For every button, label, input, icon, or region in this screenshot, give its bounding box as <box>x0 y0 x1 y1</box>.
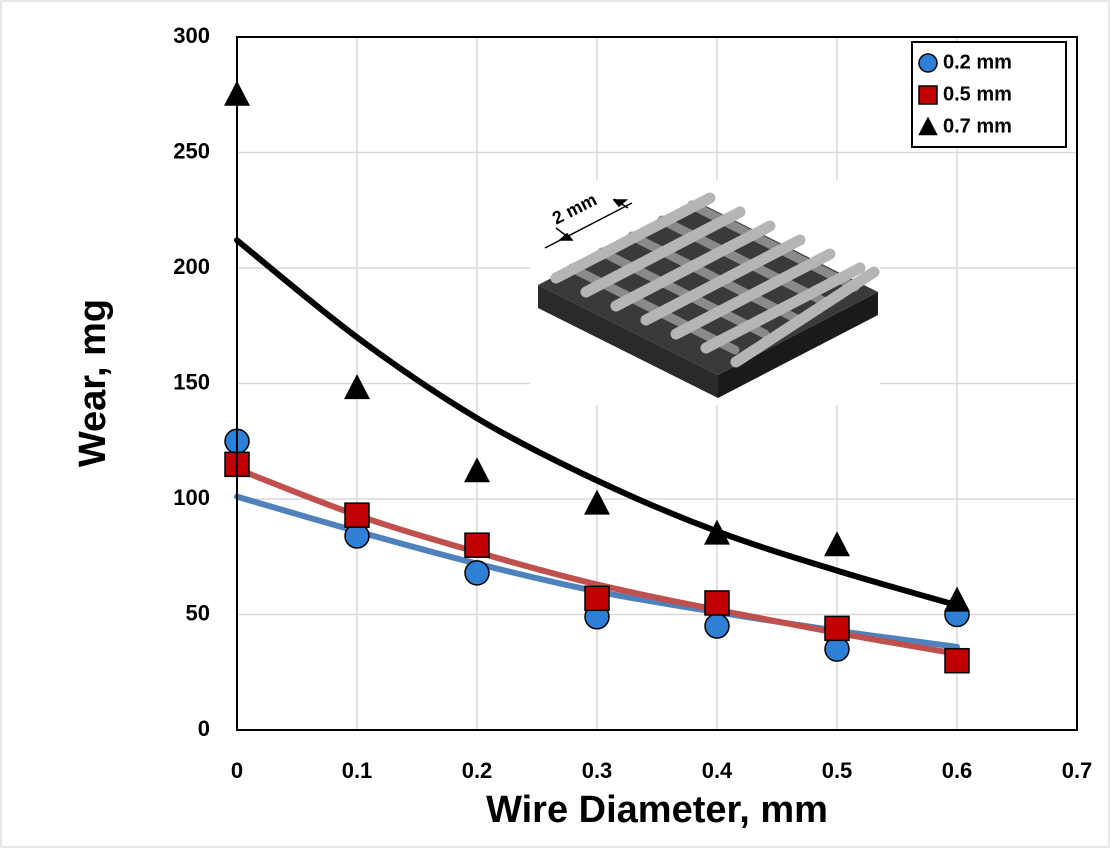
y-axis-title: Wear, mg <box>72 299 114 467</box>
point <box>464 532 490 558</box>
x-tick-label: 0 <box>231 758 243 783</box>
y-tick-label: 300 <box>173 23 210 48</box>
point <box>584 489 610 515</box>
y-tick-label: 150 <box>173 369 210 394</box>
slab-side <box>718 292 878 398</box>
point <box>344 502 370 528</box>
slab-front <box>538 285 718 398</box>
x-tick-label: 0.6 <box>942 758 973 783</box>
point <box>944 647 970 674</box>
point <box>824 531 850 557</box>
x-tick-label: 0.5 <box>822 758 853 783</box>
y-tick-label: 0 <box>198 716 210 741</box>
dimension-lines <box>544 198 633 249</box>
x-tick-label: 0.3 <box>582 758 613 783</box>
point <box>944 586 970 612</box>
trendline <box>234 237 960 609</box>
rods <box>550 192 880 368</box>
point <box>464 560 490 586</box>
legend: 0.2 mm 0.5 mm 0.7 mm <box>911 41 1067 148</box>
y-tick-label: 100 <box>173 485 210 510</box>
y-tick-label: 250 <box>173 138 210 163</box>
y-tick-label: 50 <box>186 600 210 625</box>
point <box>704 613 730 639</box>
legend-label: 0.7 mm <box>943 115 1012 137</box>
mesh-illustration: 2 mm <box>530 180 880 405</box>
point <box>704 519 730 545</box>
point <box>344 374 370 400</box>
x-tick-label: 0.7 <box>1062 758 1093 783</box>
point <box>464 457 490 483</box>
y-tick-label: 200 <box>173 254 210 279</box>
point <box>584 585 610 612</box>
legend-label: 0.5 mm <box>943 83 1012 105</box>
x-tick-label: 0.4 <box>702 758 733 783</box>
legend-marker <box>918 116 938 136</box>
plot-frame <box>236 36 1078 731</box>
legend-marker <box>918 53 938 73</box>
point <box>704 590 730 616</box>
legend-marker <box>918 85 938 105</box>
legend-label: 0.2 mm <box>943 51 1012 73</box>
x-axis-title: Wire Diameter, mm <box>486 789 828 831</box>
x-tick-label: 0.1 <box>342 758 373 783</box>
x-tick-label: 0.2 <box>462 758 493 783</box>
point <box>824 615 850 642</box>
